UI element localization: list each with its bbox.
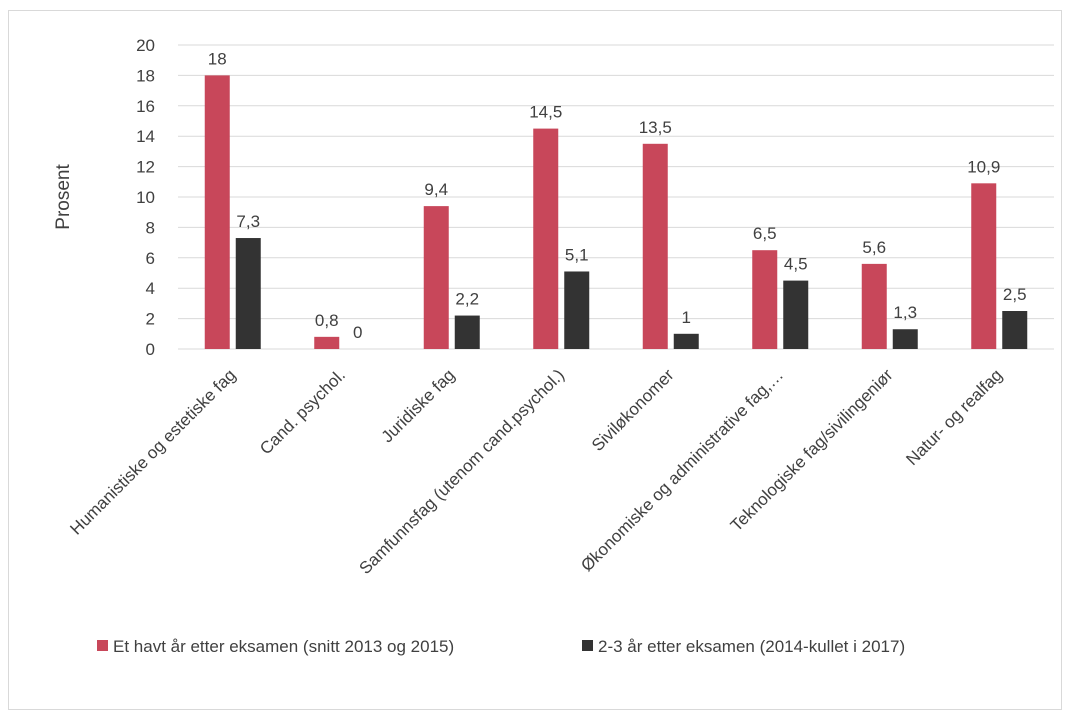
bar-series-1 [971, 183, 997, 349]
x-tick-label: Siviløkonomer [588, 365, 678, 455]
data-label: 10,9 [967, 157, 1000, 176]
data-label: 14,5 [529, 103, 562, 122]
y-tick-label: 18 [136, 66, 155, 85]
legend-label: 2-3 år etter eksamen (2014-kullet i 2017… [598, 637, 905, 656]
bar-series-1 [533, 128, 559, 349]
data-label: 0,8 [315, 311, 339, 330]
bar-series-2 [235, 238, 261, 349]
data-label: 5,6 [862, 238, 886, 257]
bar-series-2 [1002, 311, 1028, 349]
bar-series-1 [314, 336, 340, 349]
x-axis-ticks: Humanistiske og estetiske fag Cand. psych… [66, 365, 1006, 578]
data-label: 9,4 [424, 180, 448, 199]
y-tick-label: 0 [146, 340, 155, 359]
bar-series-1 [423, 206, 449, 349]
bar-series-1 [861, 263, 887, 349]
data-label: 2,2 [455, 290, 479, 309]
chart-frame [8, 10, 1062, 710]
y-tick-label: 10 [136, 188, 155, 207]
bar-series-2 [673, 333, 699, 349]
y-tick-label: 12 [136, 158, 155, 177]
y-axis-label: Prosent [53, 164, 74, 230]
data-label: 18 [208, 49, 227, 68]
x-tick-label: Cand. psychol. [256, 365, 349, 458]
y-axis-ticks: 0 2 4 6 8 10 12 14 16 18 20 [136, 36, 155, 359]
data-label: 4,5 [784, 255, 808, 274]
x-tick-label: Juridiske fag [378, 365, 459, 446]
legend-label: Et havt år etter eksamen (snitt 2013 og … [113, 637, 454, 656]
y-tick-label: 14 [136, 127, 155, 146]
y-tick-label: 4 [146, 279, 155, 298]
legend: Et havt år etter eksamen (snitt 2013 og … [97, 637, 905, 656]
data-label: 7,3 [236, 212, 260, 231]
x-tick-label: Humanistiske og estetiske fag [66, 365, 239, 538]
x-tick-label: Samfunnsfag (utenom cand.psychol.) [356, 365, 569, 578]
x-tick-label: Natur- og realfag [902, 365, 1006, 469]
y-tick-label: 16 [136, 97, 155, 116]
bars [204, 75, 1028, 350]
legend-swatch [97, 640, 108, 651]
data-label: 2,5 [1003, 285, 1027, 304]
data-label: 5,1 [565, 245, 589, 264]
data-label: 1 [682, 308, 691, 327]
y-tick-label: 6 [146, 249, 155, 268]
bar-series-2 [454, 315, 480, 349]
bar-series-2 [564, 271, 590, 349]
y-tick-label: 20 [136, 36, 155, 55]
bar-series-1 [752, 250, 778, 349]
grid-lines [178, 44, 1054, 350]
x-tick-label: Økonomiske og administrative fag,… [577, 365, 787, 575]
data-label: 1,3 [893, 303, 917, 322]
bar-series-1 [204, 75, 230, 350]
bar-series-2 [892, 329, 918, 349]
y-tick-label: 2 [146, 310, 155, 329]
bar-series-2 [783, 280, 809, 349]
data-label: 0 [353, 323, 362, 342]
y-tick-label: 8 [146, 218, 155, 237]
data-label: 6,5 [753, 224, 777, 243]
bar-series-1 [642, 143, 668, 349]
data-labels: 18 7,3 0,8 0 9,4 2,2 14,5 5,1 13,5 1 6,5 4,5 5,6 1,3 1… [208, 49, 1027, 342]
data-label: 13,5 [639, 118, 672, 137]
legend-swatch [582, 640, 593, 651]
